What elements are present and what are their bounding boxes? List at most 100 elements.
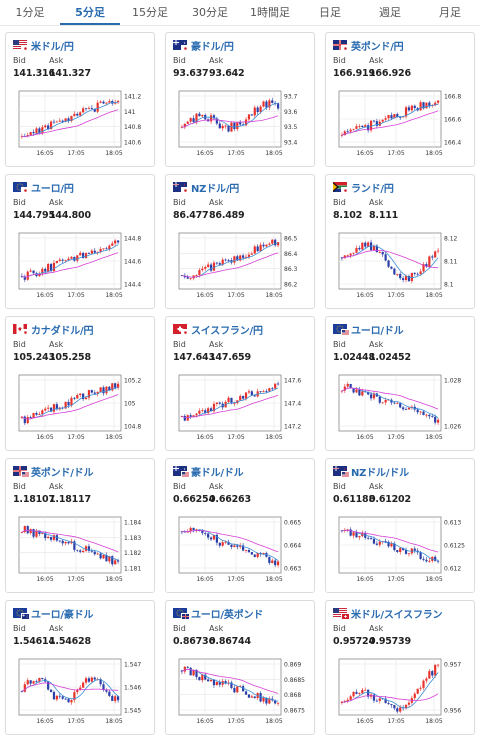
chart-area[interactable]: 0.665 0.664 0.663 16:05 17:05 18:05 — [169, 513, 311, 591]
candle-body — [361, 125, 364, 127]
currency-card[interactable]: NZドル/ドル Bid Ask 0.61188 0.61202 0.613 0.6125 0.… — [325, 458, 475, 593]
tab-5[interactable]: 日足 — [319, 6, 341, 19]
pair-name-link[interactable]: NZドル/ドル — [351, 467, 409, 479]
candle-body — [250, 114, 253, 116]
candle-body — [407, 553, 411, 555]
candle-body — [224, 259, 227, 261]
candle-body — [404, 550, 408, 554]
currency-card[interactable]: ランド/円 Bid Ask 8.102 8.111 8.12 8.11 8.1 16:05 17:… — [325, 174, 475, 309]
bid-label: Bid — [333, 56, 346, 65]
pair-name-link[interactable]: 豪ドル/円 — [191, 41, 234, 53]
chart-area[interactable]: 105.2 105 104.8 16:05 17:05 18:05 — [9, 371, 151, 449]
x-tick-label: 18:05 — [425, 434, 442, 441]
candle-body — [218, 402, 221, 404]
pair-name-link[interactable]: 米ドル/円 — [31, 41, 74, 53]
ma-short-line — [341, 245, 439, 279]
candle-body — [349, 253, 352, 256]
x-tick-label: 18:05 — [265, 292, 282, 299]
candle-body — [79, 550, 82, 552]
chart-area[interactable]: 141.2 141 140.8 140.6 16:05 17:05 18:05 — [9, 87, 151, 165]
pair-name-link[interactable]: ランド/円 — [351, 183, 394, 195]
chart-area[interactable]: 166.8 166.6 166.4 16:05 17:05 18:05 — [329, 87, 471, 165]
candle-body — [195, 529, 198, 531]
chart-area[interactable]: 8.12 8.11 8.1 16:05 17:05 18:05 — [329, 229, 471, 307]
candle-body — [367, 689, 370, 697]
currency-card[interactable]: ユーロ/英ポンド Bid Ask 0.86736 0.86744 0.869 0.8685 0… — [165, 600, 315, 735]
candle-body — [247, 114, 251, 120]
candle-body — [96, 553, 99, 555]
candle-body — [67, 118, 70, 121]
pair-name-link[interactable]: カナダドル/円 — [31, 325, 94, 337]
ma-long-line — [21, 529, 119, 553]
tab-1[interactable]: 5分足 — [60, 0, 120, 25]
chart-area[interactable]: 147.6 147.4 147.2 16:05 17:05 18:05 — [169, 371, 311, 449]
tab-2[interactable]: 15分足 — [132, 6, 168, 19]
candle-body — [428, 102, 431, 106]
chart-area[interactable]: 1.184 1.183 1.182 1.181 16:05 17:05 18:05 — [9, 513, 151, 591]
candle-body — [367, 537, 370, 539]
y-tick-label: 166.6 — [444, 117, 461, 124]
candle-body — [23, 416, 26, 424]
candle-body — [416, 688, 419, 694]
tab-3[interactable]: 30分足 — [192, 6, 228, 19]
pair-name-link[interactable]: 米ドル/スイスフラン — [351, 609, 443, 621]
chart-area[interactable]: 1.547 1.546 1.545 16:05 17:05 18:05 — [9, 655, 151, 733]
currency-card[interactable]: ユーロ/ドル Bid Ask 1.02448 1.02452 1.028 1.026 16:0… — [325, 316, 475, 451]
candle-body — [29, 132, 32, 136]
bid-label: Bid — [333, 198, 346, 207]
chart-area[interactable]: 0.613 0.6125 0.612 16:05 17:05 18:05 — [329, 513, 471, 591]
candle-body — [32, 529, 35, 537]
currency-card[interactable]: 英ポンド/ドル Bid Ask 1.18107 1.18117 1.184 1.183 1.1… — [5, 458, 155, 593]
candle-body — [55, 260, 58, 263]
currency-card[interactable]: ユーロ/円 Bid Ask 144.795 144.800 144.8 144.6 144.4… — [5, 174, 155, 309]
tab-0[interactable]: 1分足 — [15, 6, 45, 19]
tab-7[interactable]: 月足 — [439, 6, 461, 19]
candle-body — [61, 120, 64, 122]
pair-name-link[interactable]: ユーロ/英ポンド — [191, 609, 264, 621]
chart-area[interactable]: 144.8 144.6 144.4 16:05 17:05 18:05 — [9, 229, 151, 307]
candle-body — [381, 402, 384, 404]
candle-body — [428, 256, 431, 267]
chart-area[interactable]: 0.957 0.956 16:05 17:05 18:05 — [329, 655, 471, 733]
pair-name-link[interactable]: ユーロ/円 — [31, 183, 74, 195]
candle-body — [76, 395, 79, 399]
tab-6[interactable]: 週足 — [379, 6, 401, 19]
candle-body — [274, 239, 277, 246]
candle-body — [212, 115, 216, 119]
currency-card[interactable]: 米ドル/円 Bid Ask 141.316 141.327 141.2 141 140.8 14… — [5, 32, 155, 167]
chart-area[interactable]: 1.028 1.026 16:05 17:05 18:05 — [329, 371, 471, 449]
currency-card[interactable]: ユーロ/豪ドル Bid Ask 1.54614 1.54628 1.547 1.546 1.5… — [5, 600, 155, 735]
candle-body — [431, 256, 434, 258]
candle-body — [35, 413, 38, 415]
candle-body — [265, 391, 268, 393]
y-tick-label: 105 — [124, 401, 136, 408]
candle-body — [346, 131, 349, 133]
tab-4[interactable]: 1時間足 — [250, 6, 290, 19]
candle-body — [268, 698, 271, 704]
candle-body — [396, 273, 399, 275]
candle-body — [116, 240, 120, 243]
candle-body — [38, 677, 41, 682]
pair-name-link[interactable]: 英ポンド/ドル — [31, 467, 94, 479]
currency-card[interactable]: 英ポンド/円 Bid Ask 166.919 166.926 166.8 166.6 166.… — [325, 32, 475, 167]
currency-card[interactable]: スイスフラン/円 Bid Ask 147.643 147.659 147.6 147.4 14… — [165, 316, 315, 451]
candle-body — [64, 260, 67, 261]
currency-card[interactable]: 豪ドル/ドル Bid Ask 0.66254 0.66263 0.665 0.664 0.66… — [165, 458, 315, 593]
pair-name-link[interactable]: 英ポンド/円 — [351, 41, 404, 53]
chart-area[interactable]: 93.7 93.6 93.5 93.4 16:05 17:05 18:05 — [169, 87, 311, 165]
pair-name-link[interactable]: ユーロ/ドル — [351, 325, 404, 337]
currency-card[interactable]: 豪ドル/円 Bid Ask 93.637 93.642 93.7 93.6 93.5 93.4 1… — [165, 32, 315, 167]
pair-name-link[interactable]: NZドル/円 — [191, 183, 240, 195]
y-tick-label: 0.956 — [444, 708, 461, 715]
pair-name-link[interactable]: スイスフラン/円 — [191, 325, 263, 337]
pair-name-link[interactable]: ユーロ/豪ドル — [31, 609, 94, 621]
pair-name-link[interactable]: 豪ドル/ドル — [191, 467, 244, 479]
currency-card[interactable]: 米ドル/スイスフラン Bid Ask 0.95724 0.95739 0.957 0.956… — [325, 600, 475, 735]
chart-area[interactable]: 86.5 86.4 86.3 86.2 16:05 17:05 18:05 — [169, 229, 311, 307]
candle-body — [262, 552, 265, 555]
chart-area[interactable]: 0.869 0.8685 0.868 0.8675 16:05 17:05 18:05 — [169, 655, 311, 733]
currency-card[interactable]: カナダドル/円 Bid Ask 105.243 105.258 105.2 105 104.8… — [5, 316, 155, 451]
currency-card[interactable]: NZドル/円 Bid Ask 86.477 86.489 86.5 86.4 86.3 86.2… — [165, 174, 315, 309]
ma-short-line — [21, 101, 119, 137]
candle-body — [204, 266, 207, 269]
